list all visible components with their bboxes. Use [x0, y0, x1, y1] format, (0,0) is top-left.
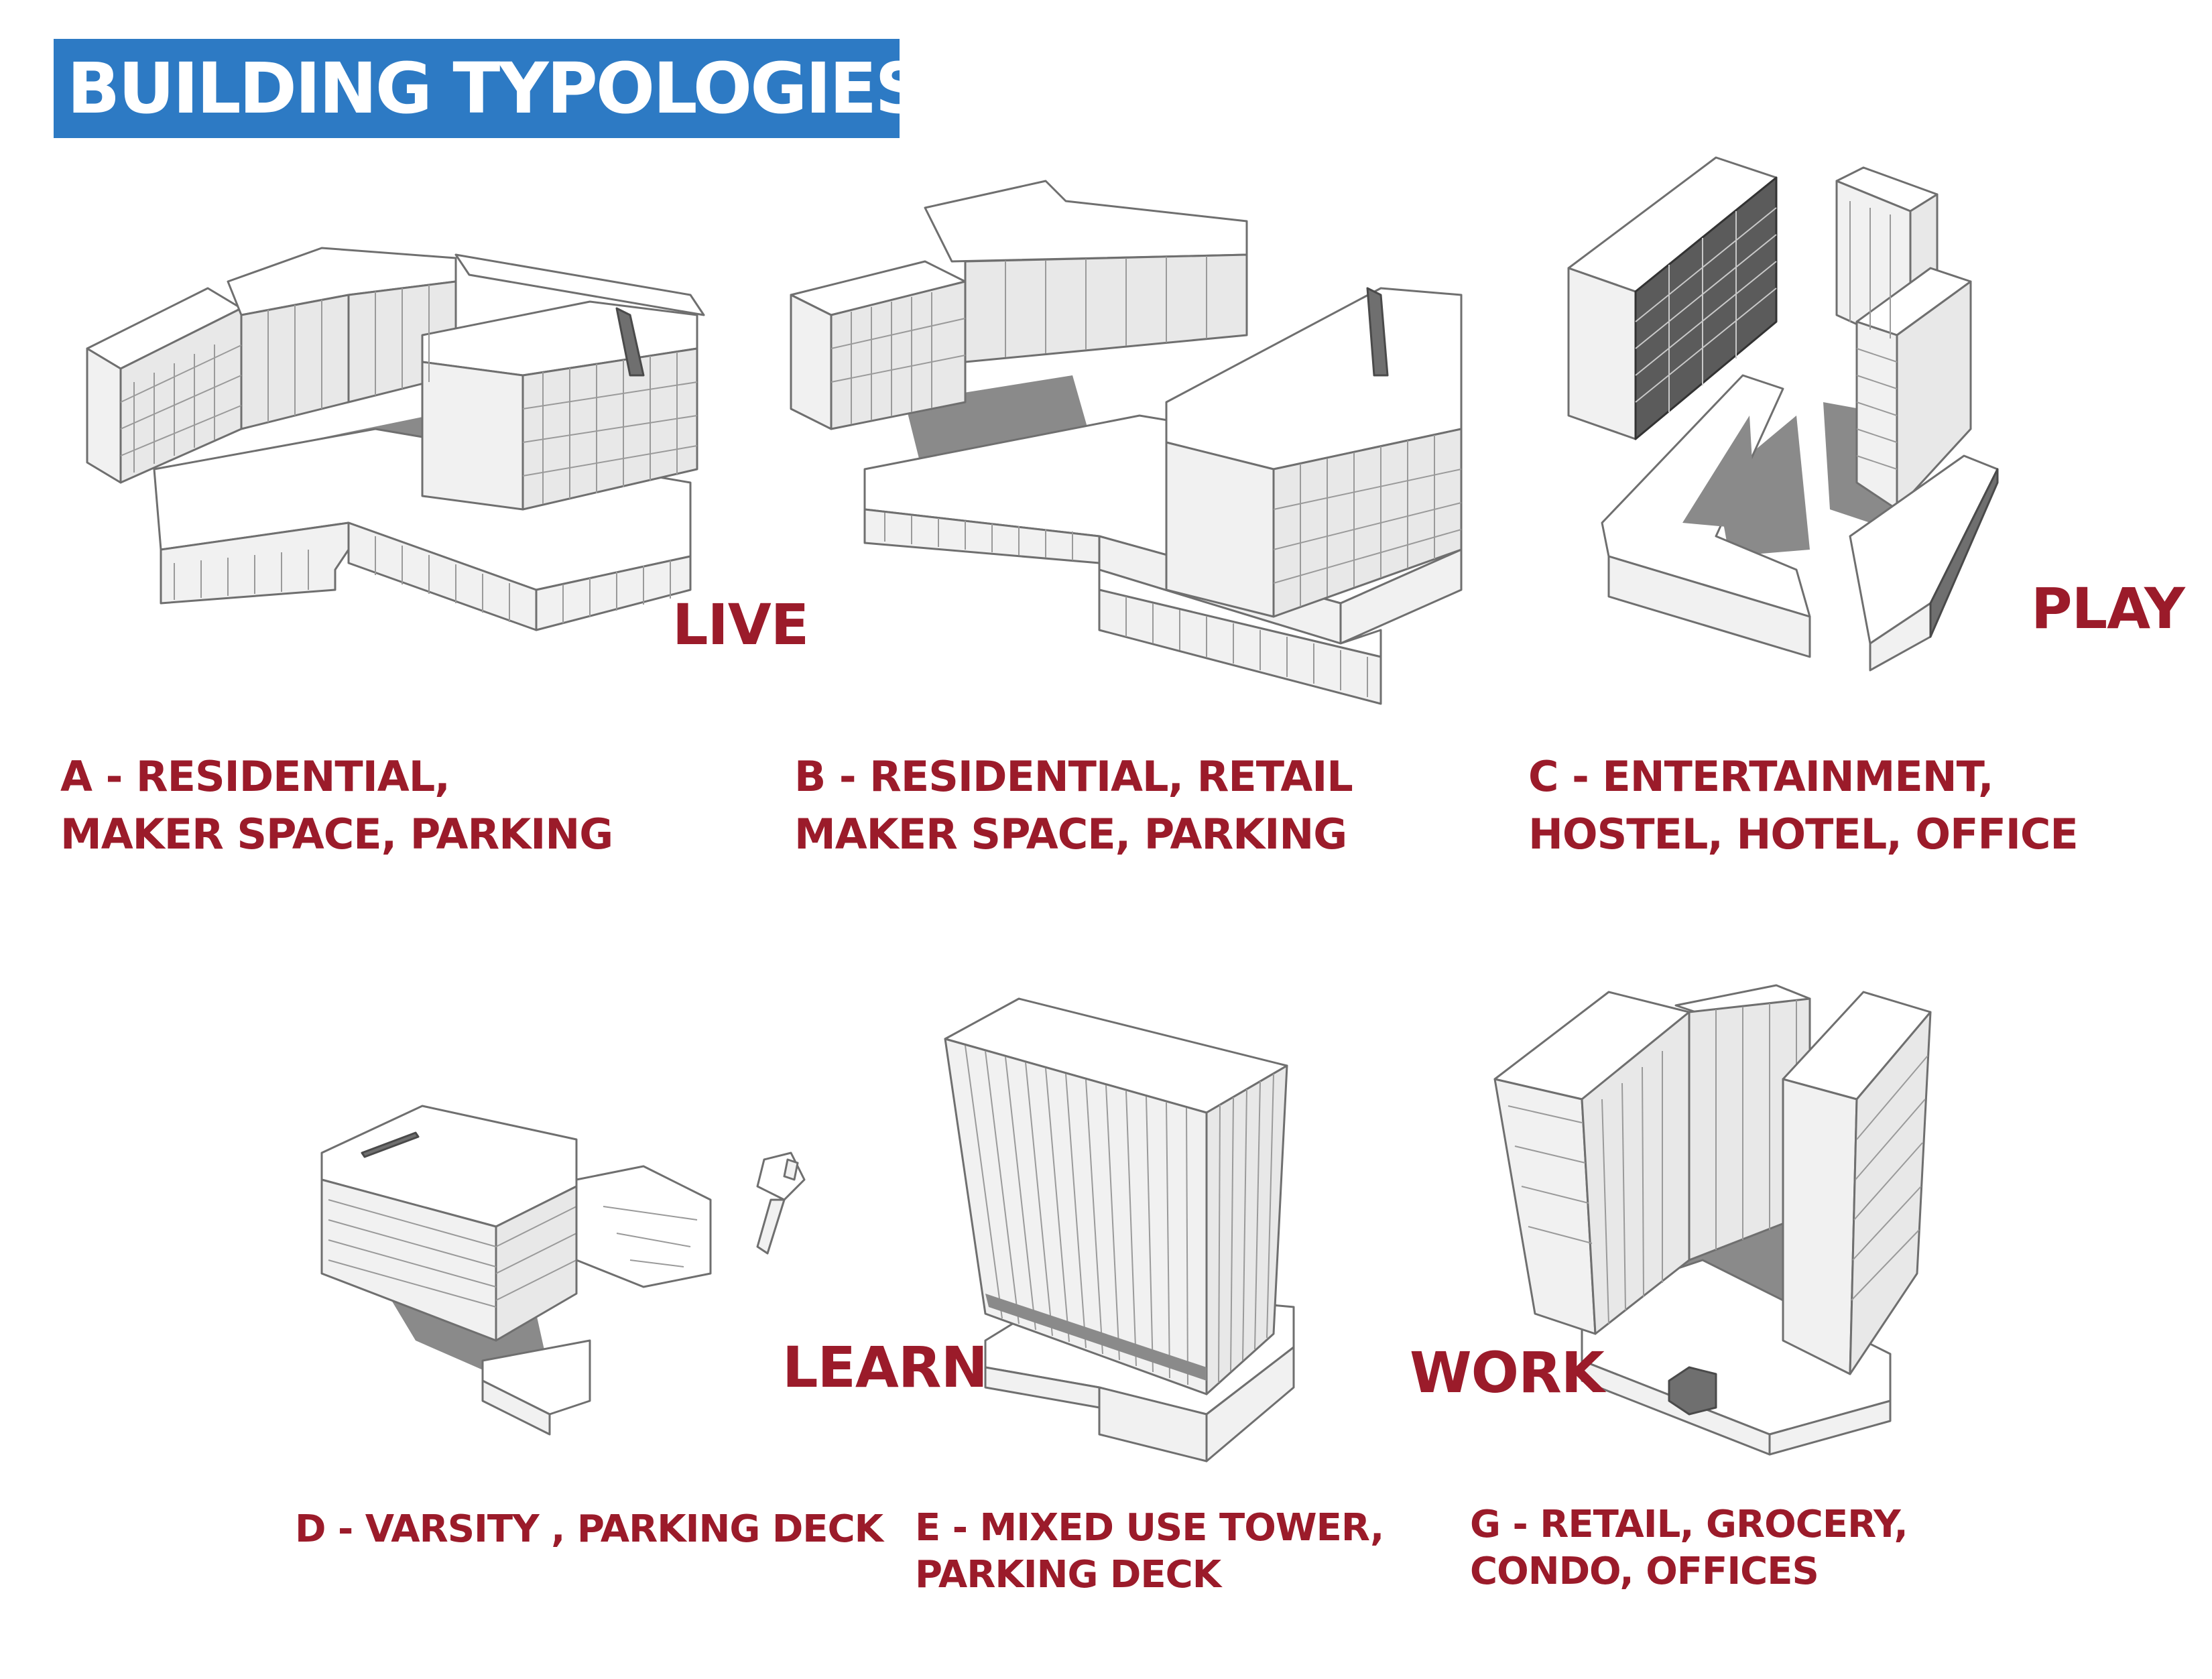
model-b-residential-retail-block [790, 180, 1463, 705]
typology-a-label: A - RESIDENTIAL, MAKER SPACE, PARKING [60, 748, 613, 863]
typology-g-line-1: G - RETAIL, GROCERY, [1470, 1503, 1908, 1546]
typology-d-label: D - VARSITY , PARKING DECK [295, 1506, 883, 1553]
category-live: LIVE [672, 592, 809, 658]
typology-b-label: B - RESIDENTIAL, RETAIL MAKER SPACE, PAR… [794, 748, 1353, 863]
typology-a-line-1: A - RESIDENTIAL, [60, 752, 450, 801]
typology-c-line-2: HOSTEL, HOTEL, OFFICE [1528, 810, 2079, 859]
typology-a-line-2: MAKER SPACE, PARKING [60, 810, 613, 859]
typology-b-line-1: B - RESIDENTIAL, RETAIL [794, 752, 1353, 801]
typology-d-line-1: D - VARSITY , PARKING DECK [295, 1507, 883, 1551]
typology-e-line-1: E - MIXED USE TOWER, [915, 1506, 1384, 1550]
typology-e-label: E - MIXED USE TOWER, PARKING DECK [915, 1505, 1384, 1599]
typology-g-label: G - RETAIL, GROCERY, CONDO, OFFICES [1470, 1501, 1908, 1595]
category-work: WORK [1410, 1340, 1605, 1406]
category-learn: LEARN [782, 1334, 988, 1400]
model-c-entertainment-hotel-office [1567, 156, 1999, 672]
model-g-retail-grocery-condo-offices [1493, 984, 1932, 1456]
model-d-varsity-parking-deck [320, 1105, 806, 1436]
typology-c-label: C - ENTERTAINMENT, HOSTEL, HOTEL, OFFICE [1528, 748, 2079, 863]
typology-c-line-1: C - ENTERTAINMENT, [1528, 752, 1994, 801]
category-play: PLAY [2031, 576, 2185, 641]
typology-e-line-2: PARKING DECK [915, 1553, 1221, 1597]
title-banner: BUILDING TYPOLOGIES [54, 39, 925, 138]
typology-g-line-2: CONDO, OFFICES [1470, 1550, 1819, 1593]
model-a-residential-block [86, 247, 705, 631]
page-title: BUILDING TYPOLOGIES [67, 48, 925, 129]
model-e-mixed-use-tower [944, 997, 1295, 1463]
typology-b-line-2: MAKER SPACE, PARKING [794, 810, 1347, 859]
